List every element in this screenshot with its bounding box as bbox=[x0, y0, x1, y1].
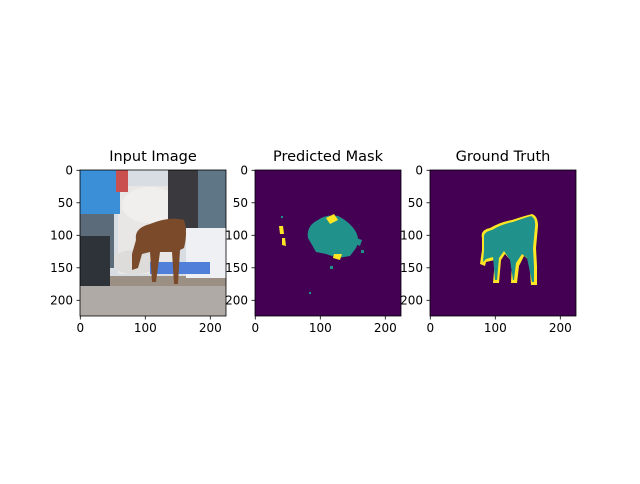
x-tick-label: 200 bbox=[374, 321, 397, 335]
y-tick-label: 0 bbox=[415, 164, 423, 178]
y-tick-label: 50 bbox=[58, 196, 73, 210]
predicted-mask-image bbox=[254, 169, 402, 317]
y-tick-label: 200 bbox=[400, 294, 423, 308]
y-tick-label: 100 bbox=[225, 229, 248, 243]
photo-red-tarp bbox=[116, 170, 128, 192]
panel-title: Ground Truth bbox=[456, 149, 551, 165]
axis-ticks bbox=[76, 169, 211, 320]
mask-speck bbox=[361, 250, 364, 253]
x-tick-label: 200 bbox=[199, 321, 222, 335]
ground-truth-image bbox=[429, 169, 577, 317]
y-tick-label: 100 bbox=[50, 229, 73, 243]
panel-ground-truth: Ground Truth 0 100 200 0 50 100 150 200 bbox=[400, 149, 577, 336]
mask-speck bbox=[309, 292, 311, 294]
y-tick-label: 50 bbox=[233, 196, 248, 210]
y-tick-label: 150 bbox=[400, 261, 423, 275]
panel-title: Input Image bbox=[109, 149, 197, 165]
mask-region-class-a bbox=[355, 238, 362, 246]
mask-speck bbox=[281, 216, 283, 218]
photo-right-structure bbox=[198, 170, 226, 232]
y-tick-label: 0 bbox=[65, 164, 73, 178]
photo-blue-sheet bbox=[150, 262, 210, 274]
tick-labels: 0 100 200 0 50 100 150 200 bbox=[400, 164, 572, 336]
photo-road bbox=[80, 282, 226, 316]
y-tick-label: 50 bbox=[408, 196, 423, 210]
x-tick-label: 100 bbox=[309, 321, 332, 335]
truth-border bbox=[429, 169, 577, 317]
mask-region-class-b bbox=[279, 226, 284, 234]
x-tick-label: 100 bbox=[484, 321, 507, 335]
x-tick-label: 0 bbox=[426, 321, 434, 335]
mask-region-class-b bbox=[282, 238, 286, 246]
x-tick-label: 0 bbox=[251, 321, 259, 335]
y-tick-label: 150 bbox=[50, 261, 73, 275]
mask-region-class-b bbox=[326, 214, 338, 224]
photo-blue-tarp bbox=[80, 170, 120, 214]
y-tick-label: 100 bbox=[400, 229, 423, 243]
mask-speck bbox=[330, 266, 333, 269]
y-tick-label: 0 bbox=[240, 164, 248, 178]
y-tick-label: 150 bbox=[225, 261, 248, 275]
photo-truck-dark bbox=[80, 236, 110, 286]
mask-region-class-b bbox=[333, 254, 342, 260]
y-tick-label: 200 bbox=[50, 294, 73, 308]
x-tick-label: 100 bbox=[134, 321, 157, 335]
photo-border bbox=[79, 169, 227, 317]
y-tick-label: 200 bbox=[225, 294, 248, 308]
photo-cow bbox=[132, 218, 186, 284]
axis-ticks bbox=[251, 169, 386, 320]
photo-sack-pile bbox=[122, 187, 178, 223]
tick-labels: 0 100 200 0 50 100 150 200 bbox=[225, 164, 397, 336]
input-photo bbox=[79, 169, 227, 317]
truth-region-class-a bbox=[483, 216, 536, 282]
mask-region-class-a bbox=[307, 215, 358, 258]
x-tick-label: 200 bbox=[549, 321, 572, 335]
x-tick-label: 0 bbox=[76, 321, 84, 335]
panel-input-image: Input Image 0 100 bbox=[50, 149, 227, 336]
axis-ticks bbox=[426, 169, 561, 320]
panel-predicted-mask: Predicted Mask 0 100 200 0 50 100 1 bbox=[225, 149, 402, 336]
panel-title: Predicted Mask bbox=[273, 149, 384, 165]
tick-labels: 0 100 200 0 50 100 150 200 bbox=[50, 164, 222, 336]
mask-border bbox=[254, 169, 402, 317]
